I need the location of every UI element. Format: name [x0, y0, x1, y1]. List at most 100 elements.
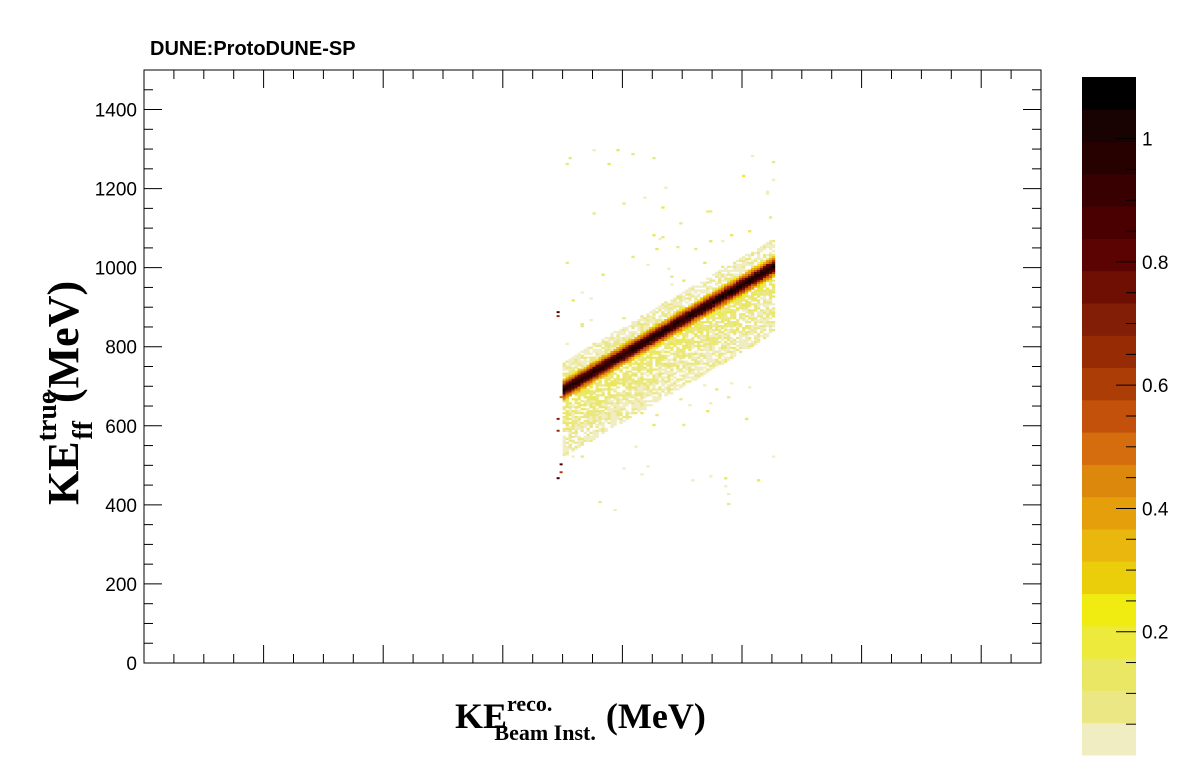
density-cell: [622, 392, 626, 395]
density-cell: [649, 366, 653, 369]
density-cell: [703, 291, 707, 294]
density-cell: [568, 390, 572, 393]
density-cell: [565, 402, 569, 405]
density-cell: [765, 324, 770, 328]
density-cell: [565, 398, 569, 401]
density-cell: [625, 417, 629, 421]
density-cell: [664, 323, 668, 326]
density-cell: [768, 216, 773, 219]
density-cell: [709, 299, 713, 302]
density-cell: [649, 368, 653, 371]
density-cell: [712, 313, 716, 316]
density-cell: [562, 398, 566, 401]
density-cell: [730, 287, 734, 290]
colorbar-swatch: [1082, 658, 1136, 691]
density-cell: [712, 305, 716, 308]
density-cell: [640, 402, 644, 405]
density-cell: [658, 362, 662, 365]
density-cell: [586, 435, 590, 438]
density-cell: [667, 323, 671, 326]
density-cell: [628, 390, 632, 393]
density-cell: [697, 368, 701, 371]
density-cell: [559, 396, 563, 399]
density-cell: [613, 350, 617, 353]
density-cell: [568, 421, 572, 425]
density-cell: [607, 360, 611, 363]
density-cell: [730, 269, 734, 272]
density-cell: [595, 431, 599, 435]
density-cell: [706, 334, 710, 338]
density-cell: [583, 386, 587, 389]
density-cell: [718, 321, 722, 324]
density-cell: [730, 315, 734, 318]
density-cell: [712, 360, 716, 363]
density-cell: [736, 281, 740, 284]
density-cell: [706, 360, 710, 363]
density-cell: [607, 409, 611, 413]
density-cell: [595, 396, 599, 399]
density-cell: [709, 330, 713, 334]
density-cell: [673, 301, 677, 304]
density-cell: [580, 376, 584, 379]
density-cell: [682, 305, 686, 308]
density-cell: [750, 269, 755, 272]
density-cell: [709, 366, 713, 369]
density-cell: [616, 413, 620, 417]
density-cell: [562, 445, 566, 448]
density-cell: [622, 354, 626, 357]
density-cell: [691, 370, 695, 373]
density-cell: [768, 326, 773, 330]
density-cell: [610, 384, 614, 387]
density-cell: [721, 348, 725, 351]
density-cell: [718, 315, 722, 318]
density-cell: [607, 394, 611, 397]
density-cell: [747, 295, 752, 298]
density-cell: [610, 413, 614, 417]
density-cell: [574, 441, 578, 444]
density-cell: [718, 307, 722, 310]
density-cell: [640, 394, 644, 397]
density-cell: [613, 423, 617, 427]
density-cell: [616, 344, 620, 348]
x-axis-title: KEreco. Beam Inst. (MeV): [455, 691, 706, 745]
density-cell: [670, 283, 674, 286]
density-cell: [685, 334, 689, 338]
density-cell: [613, 508, 617, 512]
density-cell: [721, 338, 725, 342]
density-cell: [580, 372, 584, 375]
density-cell: [771, 311, 776, 314]
density-cell: [610, 348, 614, 351]
density-cell: [574, 362, 578, 365]
density-cell: [682, 374, 686, 377]
density-cell: [730, 323, 734, 326]
density-cell: [598, 364, 602, 367]
density-cell: [562, 382, 566, 385]
density-cell: [580, 374, 584, 377]
density-cell: [691, 368, 695, 371]
density-cell: [771, 269, 776, 272]
density-cell: [598, 376, 602, 379]
density-cell: [604, 384, 608, 387]
density-cell: [765, 323, 770, 326]
density-cell: [679, 299, 683, 302]
density-cell: [652, 334, 656, 338]
density-cell: [625, 384, 629, 387]
density-cell: [622, 406, 626, 409]
density-cell: [771, 283, 776, 286]
density-cell: [613, 404, 617, 407]
density-cell: [580, 423, 584, 427]
density-cell: [691, 328, 695, 332]
density-cell: [709, 281, 713, 284]
density-cell: [625, 326, 629, 330]
density-cell: [691, 315, 695, 318]
density-cell: [768, 323, 773, 326]
density-cell: [724, 279, 728, 282]
density-cell: [706, 324, 710, 328]
density-cell: [718, 362, 722, 365]
density-cell: [742, 319, 746, 322]
density-cell: [724, 323, 728, 326]
density-cell: [592, 419, 596, 423]
density-cell: [679, 332, 683, 336]
density-cell: [598, 427, 602, 431]
density-cell: [607, 370, 611, 373]
